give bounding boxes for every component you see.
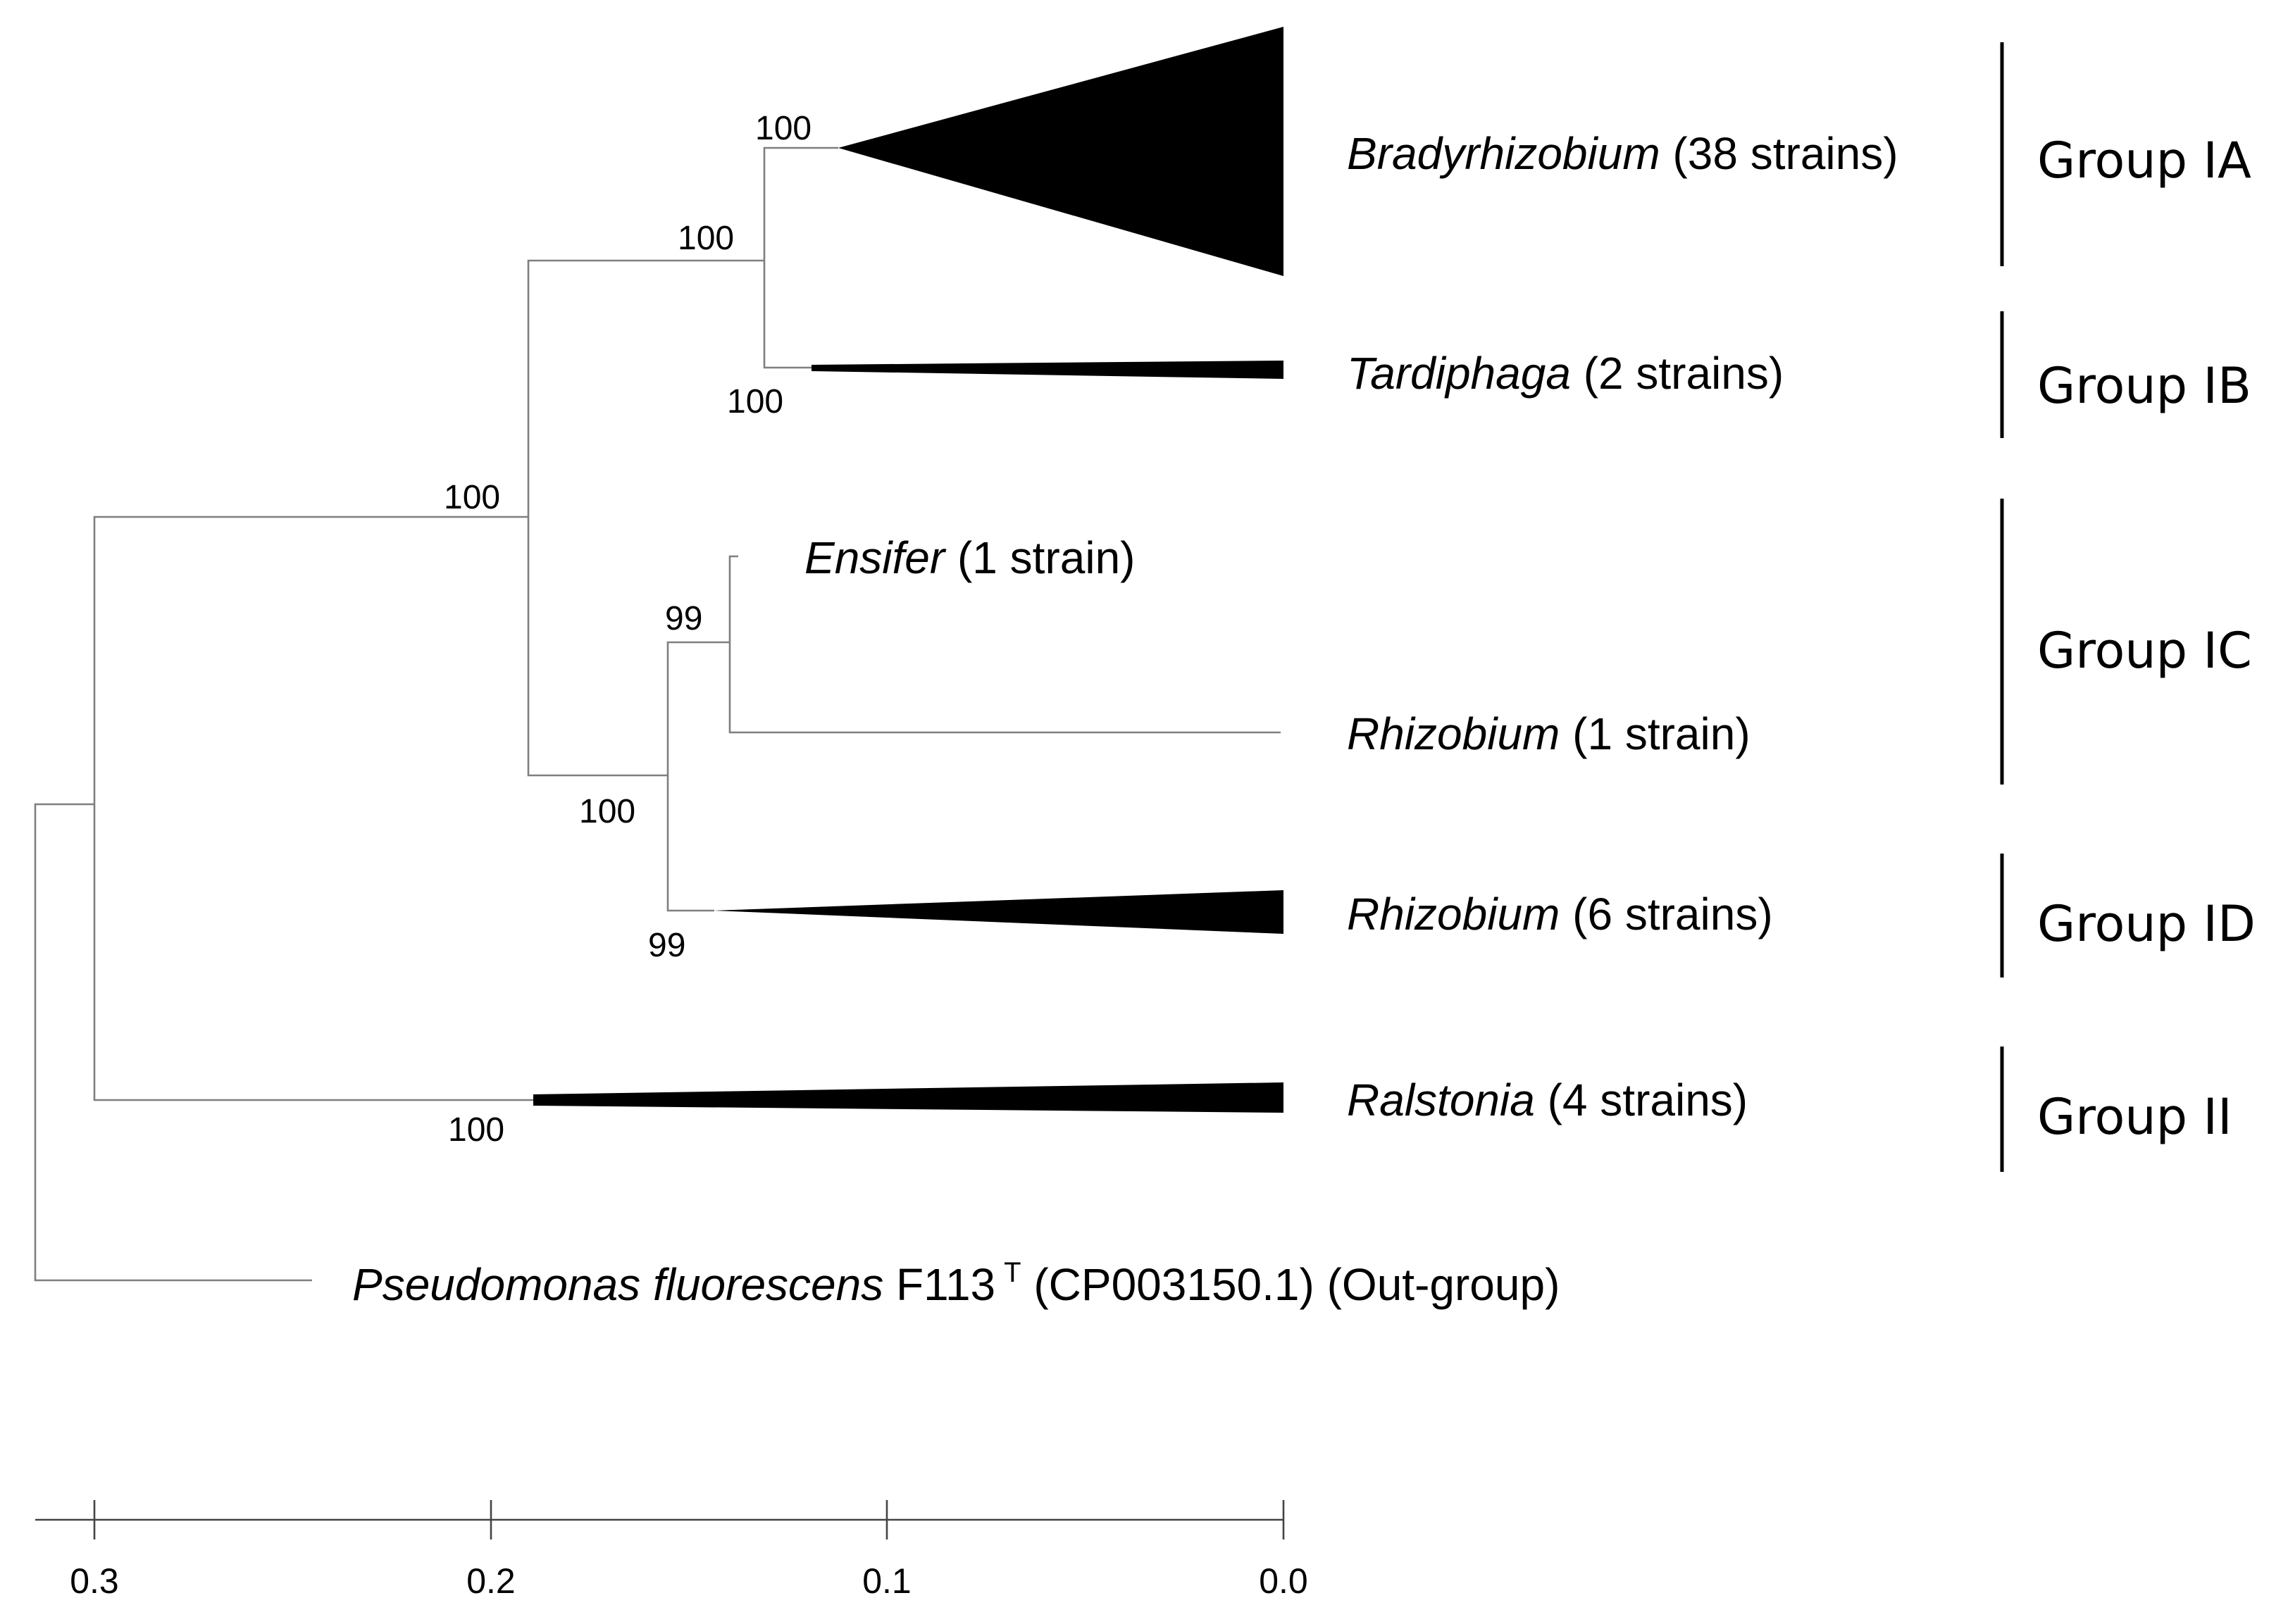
axis-tick-label: 0.2	[466, 1561, 516, 1601]
tip-label-outgroup: Pseudomonas fluorescens F113 T (CP003150.…	[352, 1257, 1560, 1310]
tip-labels: Bradyrhizobium (38 strains) Tardiphaga (…	[352, 128, 1898, 1310]
tree-branches	[34, 146, 1281, 1282]
bootstrap-label: 100	[444, 479, 500, 516]
group-label-id: Group ID	[2037, 895, 2256, 953]
branch-group-c-d	[666, 641, 730, 912]
bootstrap-label: 99	[665, 600, 702, 637]
bootstrap-label: 100	[448, 1111, 504, 1149]
group-label-ic: Group IC	[2037, 622, 2252, 680]
clade-rhizobium-6	[714, 890, 1283, 934]
group-label-ia: Group IA	[2037, 132, 2251, 189]
axis-tick-label: 0.0	[1259, 1561, 1308, 1601]
bootstrap-label: 100	[579, 793, 635, 830]
branch-root	[34, 803, 312, 1282]
scale-axis: 0.3 0.2 0.1 0.0	[35, 1500, 1308, 1601]
clade-bradyrhizobium	[838, 27, 1283, 276]
clade-tardiphaga	[812, 361, 1283, 379]
group-label-ii: Group II	[2037, 1088, 2232, 1146]
collapsed-clades	[533, 27, 1283, 1113]
axis-tick-label: 0.3	[70, 1561, 119, 1601]
group-brackets: Group IA Group IB Group IC Group ID Grou…	[2000, 42, 2256, 1172]
tip-label-rhizobium-6: Rhizobium (6 strains)	[1347, 889, 1773, 939]
bootstrap-label: 100	[755, 110, 812, 147]
branch-ensifer-rhizobium	[728, 555, 1281, 734]
tip-label-tardiphaga: Tardiphaga (2 strains)	[1347, 348, 1784, 399]
branch-ingroup	[93, 516, 533, 1101]
group-label-ib: Group IB	[2037, 357, 2251, 415]
bootstrap-label: 100	[727, 383, 783, 420]
branch-group-i	[527, 259, 764, 777]
tip-label-ralstonia: Ralstonia (4 strains)	[1347, 1075, 1748, 1125]
tip-label-rhizobium-1: Rhizobium (1 strain)	[1347, 708, 1751, 759]
bootstrap-label: 100	[678, 220, 734, 257]
type-strain-superscript: T	[1004, 1257, 1021, 1288]
tip-label-ensifer: Ensifer (1 strain)	[804, 532, 1135, 583]
tip-label-bradyrhizobium: Bradyrhizobium (38 strains)	[1347, 128, 1898, 179]
branch-brady-tard	[763, 146, 838, 369]
bootstrap-label: 99	[648, 927, 685, 964]
axis-tick-label: 0.1	[862, 1561, 912, 1601]
bootstrap-values: 100 100 100 100 99 100 99 100	[444, 110, 812, 1149]
clade-ralstonia	[533, 1082, 1283, 1113]
